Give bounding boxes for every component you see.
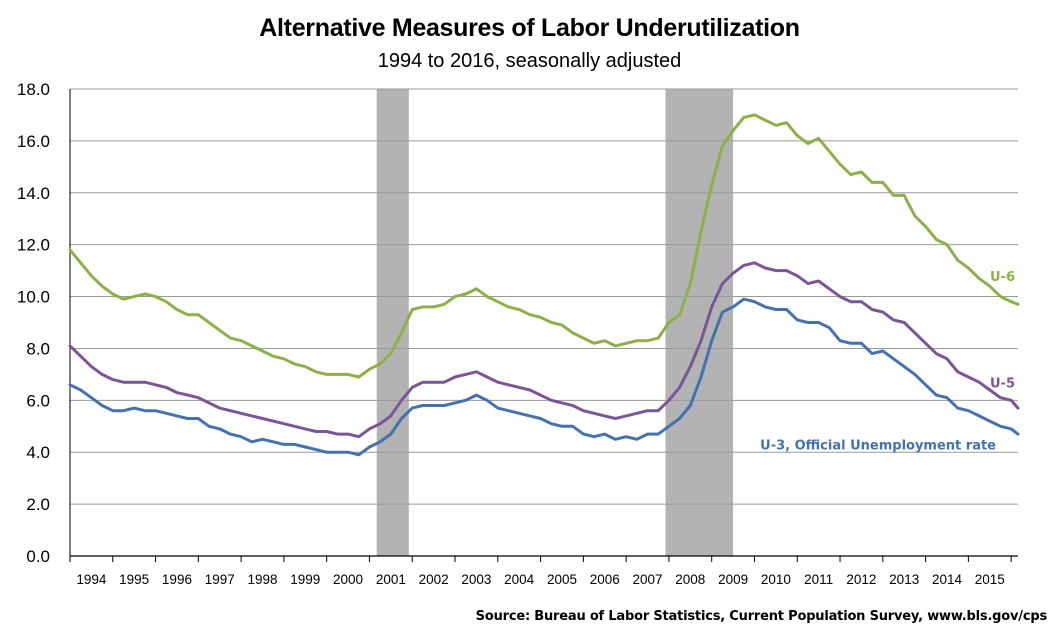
x-tick-label: 1998 — [247, 572, 277, 587]
x-tick-label: 1997 — [205, 572, 235, 587]
y-tick-label: 8.0 — [26, 339, 50, 358]
y-tick-label: 18.0 — [17, 80, 50, 99]
x-tick-label: 2011 — [804, 572, 833, 587]
recession-bands — [376, 89, 734, 556]
series-line-2 — [68, 261, 1020, 439]
series-line-3 — [68, 297, 1020, 457]
x-axis: 1994 1995 1996 1997 1998 1999 2000 2001 2002 2003… — [69, 555, 1018, 587]
chart-title: Alternative Measures of Labor Underutili… — [259, 14, 800, 42]
x-tick-label: 2014 — [932, 572, 963, 587]
y-tick-label: 12.0 — [17, 236, 50, 255]
x-tick-label: 2015 — [975, 572, 1005, 587]
x-tick-label: 1994 — [76, 572, 107, 587]
series-lines — [68, 113, 1020, 457]
y-tick-label: 14.0 — [17, 184, 50, 203]
x-tick-label: 2005 — [547, 572, 577, 587]
x-tick-label: 2010 — [761, 572, 791, 587]
y-axis-ticks: 0.0 2.0 4.0 6.0 8.0 10.0 12.0 14.0 16.0 18.0 — [17, 80, 50, 566]
chart-subtitle: 1994 to 2016, seasonally adjusted — [377, 50, 682, 72]
x-tick-label: 2013 — [889, 572, 919, 587]
series-labels: U-6 U-5 U-3, Official Unemployment rate — [760, 270, 1015, 454]
x-tick-label: 2008 — [675, 572, 705, 587]
x-tick-label: 2000 — [333, 572, 363, 587]
x-tick-label: 2004 — [504, 572, 535, 587]
x-tick-label: 2006 — [590, 572, 620, 587]
x-tick-label: 2007 — [633, 572, 663, 587]
x-tick-label: 1996 — [162, 572, 192, 587]
y-tick-label: 6.0 — [26, 391, 50, 410]
series-label-3: U-3, Official Unemployment rate — [760, 439, 996, 454]
x-tick-label: 2009 — [718, 572, 748, 587]
x-tick-label: 1995 — [119, 572, 149, 587]
y-tick-label: 2.0 — [26, 495, 50, 514]
gridlines — [69, 88, 1018, 557]
y-tick-label: 0.0 — [26, 547, 50, 566]
y-tick-label: 4.0 — [26, 443, 50, 462]
x-tick-label: 2002 — [419, 572, 449, 587]
series-line-1 — [68, 113, 1020, 379]
x-tick-label: 2003 — [461, 572, 491, 587]
series-label-1: U-6 — [990, 270, 1015, 285]
series-label-2: U-5 — [990, 376, 1015, 391]
y-tick-label: 16.0 — [17, 132, 50, 151]
x-tick-label: 1999 — [290, 572, 320, 587]
y-tick-label: 10.0 — [17, 288, 50, 307]
source-note: Source: Bureau of Labor Statistics, Curr… — [475, 609, 1048, 624]
x-tick-label: 2001 — [376, 572, 406, 587]
recession-band-2 — [665, 89, 734, 556]
x-tick-label: 2012 — [846, 572, 876, 587]
recession-band-1 — [376, 89, 409, 556]
